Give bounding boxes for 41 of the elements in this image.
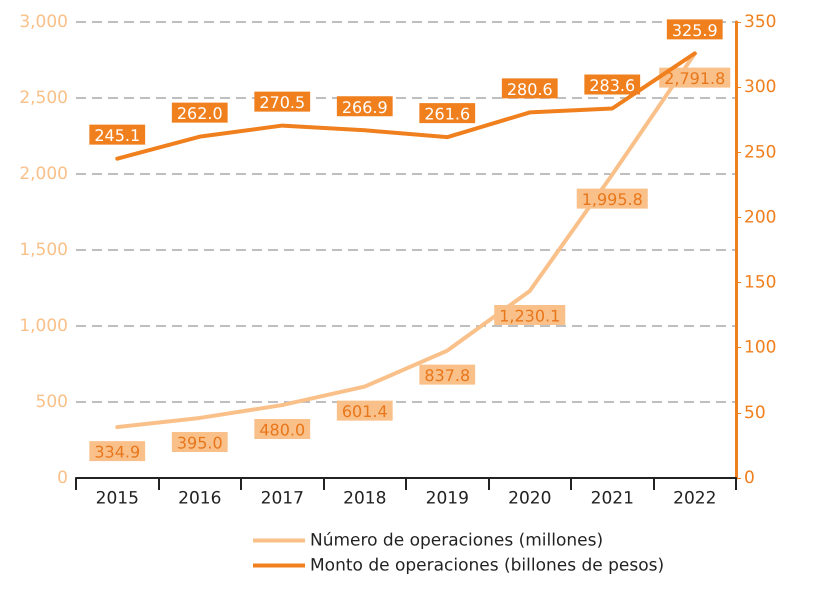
data-label: 325.9 <box>672 20 718 40</box>
x-tick-label: 2015 <box>96 488 139 508</box>
data-label: 334.9 <box>94 442 140 462</box>
data-label: 837.8 <box>424 366 470 386</box>
y-tick-label: 0 <box>57 468 68 488</box>
data-label: 480.0 <box>259 420 306 440</box>
data-label: 395.0 <box>176 433 223 452</box>
x-tick-label: 2018 <box>343 488 386 508</box>
x-tick-label: 2020 <box>508 488 552 508</box>
legend-label: Número de operaciones (millones) <box>310 530 604 550</box>
y2-tick-label: 200 <box>744 207 776 228</box>
y-tick-label: 3,000 <box>19 12 68 32</box>
data-label: 261.6 <box>424 104 470 124</box>
x-tick-label: 2021 <box>590 488 634 508</box>
x-tick-label: 2022 <box>673 488 716 508</box>
y-tick-label: 1,500 <box>19 240 68 260</box>
y2-tick-label: 300 <box>744 77 776 98</box>
y2-tick-label: 250 <box>744 142 776 162</box>
data-label: 262.0 <box>176 104 223 124</box>
y2-tick-label: 150 <box>744 272 776 293</box>
data-label: 270.5 <box>259 93 306 112</box>
data-label: 1,995.8 <box>582 190 643 210</box>
y-tick-label: 1,000 <box>19 316 68 336</box>
y2-tick-label: 0 <box>744 468 755 488</box>
y2-tick-label: 350 <box>744 12 776 32</box>
data-label: 266.9 <box>342 98 388 117</box>
y2-tick-label: 100 <box>744 338 776 358</box>
data-label: 2,791.8 <box>664 69 726 88</box>
x-tick-label: 2016 <box>178 488 222 508</box>
y-tick-label: 2,000 <box>19 164 68 184</box>
data-label: 280.6 <box>506 80 553 99</box>
data-label: 283.6 <box>589 76 636 96</box>
y-tick-label: 2,500 <box>19 88 68 108</box>
data-label: 601.4 <box>342 402 388 422</box>
y2-tick-label: 50 <box>744 402 766 423</box>
x-tick-label: 2017 <box>260 488 304 508</box>
legend-label: Monto de operaciones (billones de pesos) <box>310 556 664 576</box>
data-label: 245.1 <box>94 126 140 146</box>
x-tick-label: 2019 <box>426 488 469 508</box>
data-label: 1,230.1 <box>499 306 560 326</box>
y-tick-label: 500 <box>36 392 68 412</box>
